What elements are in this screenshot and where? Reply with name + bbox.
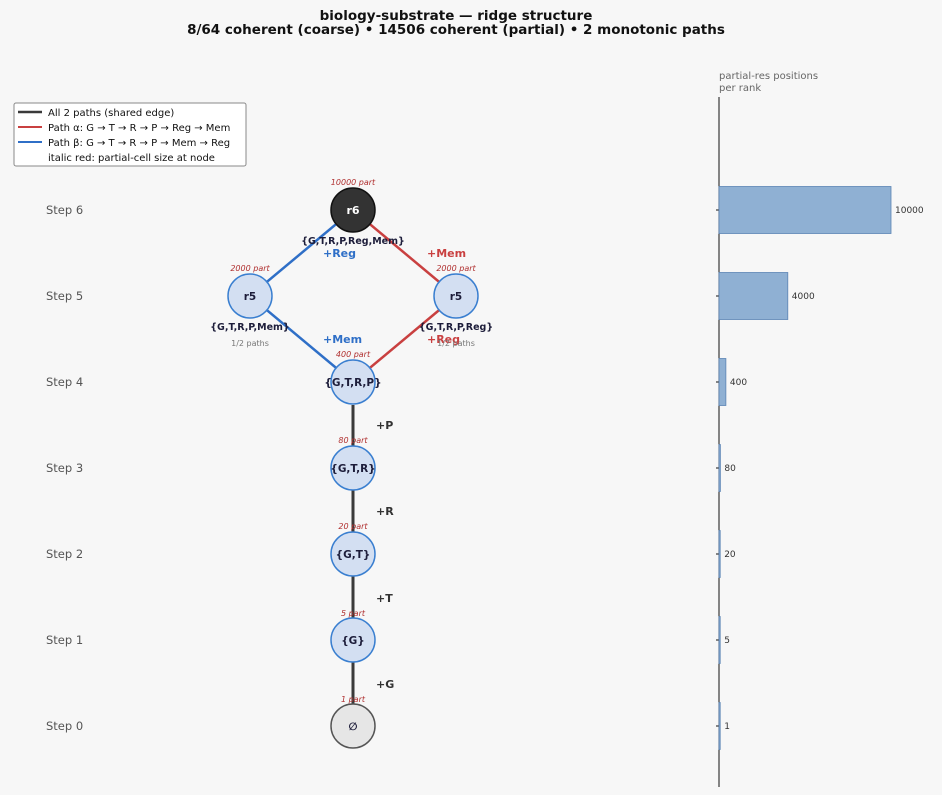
edge-label-reg-right: +Reg <box>427 333 460 346</box>
histogram-bar <box>718 272 789 320</box>
legend-item-shared: All 2 paths (shared edge) <box>48 108 174 119</box>
node-r5-left: r5 2000 part {G,T,R,P,Mem} 1/2 paths <box>210 264 289 348</box>
node-step-0: ∅ 1 part <box>330 695 376 749</box>
step-label-2: Step 2 <box>46 547 83 561</box>
node-step-4-circle <box>330 359 376 405</box>
histogram-bar <box>718 616 721 664</box>
step-labels: Step 6 Step 5 Step 4 Step 3 Step 2 Step … <box>46 203 83 733</box>
node-r5-right: r5 2000 part {G,T,R,P,Reg} 1/2 paths <box>419 264 493 348</box>
node-step-2-circle <box>330 531 376 577</box>
node-step-4-label: {G,T,R,P} <box>324 377 381 389</box>
histogram-title-line-2: per rank <box>719 83 761 94</box>
node-step-2-part: 20 part <box>338 522 368 531</box>
histogram-bar <box>718 358 727 406</box>
edge-label-mem-top: +Mem <box>427 247 466 260</box>
step-label-0: Step 0 <box>46 719 83 733</box>
node-step-3-label: {G,T,R} <box>330 463 375 475</box>
edge-label-t: +T <box>376 592 393 605</box>
node-step-2-label: {G,T} <box>336 549 371 561</box>
node-r5-left-part: 2000 part <box>230 264 270 273</box>
step-label-3: Step 3 <box>46 461 83 475</box>
histogram-bar-label: 400 <box>730 378 747 388</box>
legend-box <box>13 102 247 167</box>
edge-label-mem-left: +Mem <box>323 333 362 346</box>
step-label-1: Step 1 <box>46 633 83 647</box>
legend: All 2 paths (shared edge) Path α: G → T … <box>13 102 247 167</box>
partial-res-histogram: partial-res positions per rank 10000 4000… <box>716 71 924 787</box>
node-step-1-part: 5 part <box>341 609 366 618</box>
edge-label-r: +R <box>376 505 394 518</box>
histogram-bar-label: 5 <box>724 636 730 646</box>
node-r5-left-paths: 1/2 paths <box>231 339 269 348</box>
node-step-1: {G} 5 part <box>330 609 376 663</box>
edge-label-p: +P <box>376 419 393 432</box>
histogram-bar-label: 20 <box>724 550 736 560</box>
node-r5-right-part: 2000 part <box>436 264 476 273</box>
histogram-bar-label: 10000 <box>895 206 924 216</box>
legend-item-alpha: Path α: G → T → R → P → Reg → Mem <box>48 123 230 134</box>
edge-label-g: +G <box>376 678 394 691</box>
title-line-2: 8/64 coherent (coarse) • 14506 coherent … <box>187 22 725 38</box>
node-r5-right-circle <box>433 273 479 319</box>
node-r5-right-paths: 1/2 paths <box>437 339 475 348</box>
node-step-0-label: ∅ <box>349 721 358 733</box>
node-step-2: {G,T} 20 part <box>330 522 376 577</box>
histogram-bar-label: 4000 <box>792 292 815 302</box>
node-r5-left-set: {G,T,R,P,Mem} <box>210 322 289 333</box>
node-step-3-circle <box>330 445 376 491</box>
node-step-3-part: 80 part <box>338 436 368 445</box>
node-step-0-part: 1 part <box>341 695 366 704</box>
node-step-4-part: 400 part <box>336 350 371 359</box>
node-r6-label: r6 <box>346 204 359 217</box>
histogram-bar <box>718 444 721 492</box>
node-r5-right-set: {G,T,R,P,Reg} <box>419 322 493 333</box>
histogram-bar-label: 1 <box>724 722 730 732</box>
legend-item-beta: Path β: G → T → R → P → Mem → Reg <box>48 138 230 149</box>
node-r6-part: 10000 part <box>331 178 376 187</box>
node-r6-circle <box>330 187 376 233</box>
histogram-bar <box>718 702 721 750</box>
node-r6-set: {G,T,R,P,Reg,Mem} <box>301 236 405 247</box>
node-step-3: {G,T,R} 80 part <box>330 436 376 491</box>
node-r6: r6 10000 part {G,T,R,P,Reg,Mem} <box>301 178 405 247</box>
step-label-5: Step 5 <box>46 289 83 303</box>
node-r5-right-label: r5 <box>450 291 462 303</box>
histogram-bar <box>718 186 892 234</box>
step-label-4: Step 4 <box>46 375 83 389</box>
node-step-4: {G,T,R,P} 400 part <box>324 350 382 405</box>
legend-item-note: italic red: partial-cell size at node <box>48 153 215 164</box>
node-step-1-label: {G} <box>341 635 365 647</box>
node-r5-left-label: r5 <box>244 291 256 303</box>
histogram-bar <box>718 530 721 578</box>
node-step-1-circle <box>330 617 376 663</box>
edge-label-reg-top: +Reg <box>323 247 356 260</box>
title-line-1: biology-substrate — ridge structure <box>320 8 593 24</box>
edge-labels: +Mem +Reg +Mem +Reg +P +R +T +G <box>323 247 466 691</box>
node-step-0-circle <box>330 703 376 749</box>
step-label-6: Step 6 <box>46 203 83 217</box>
node-r5-left-circle <box>227 273 273 319</box>
histogram-title-line-1: partial-res positions <box>719 71 818 82</box>
histogram-bar-label: 80 <box>724 464 736 474</box>
